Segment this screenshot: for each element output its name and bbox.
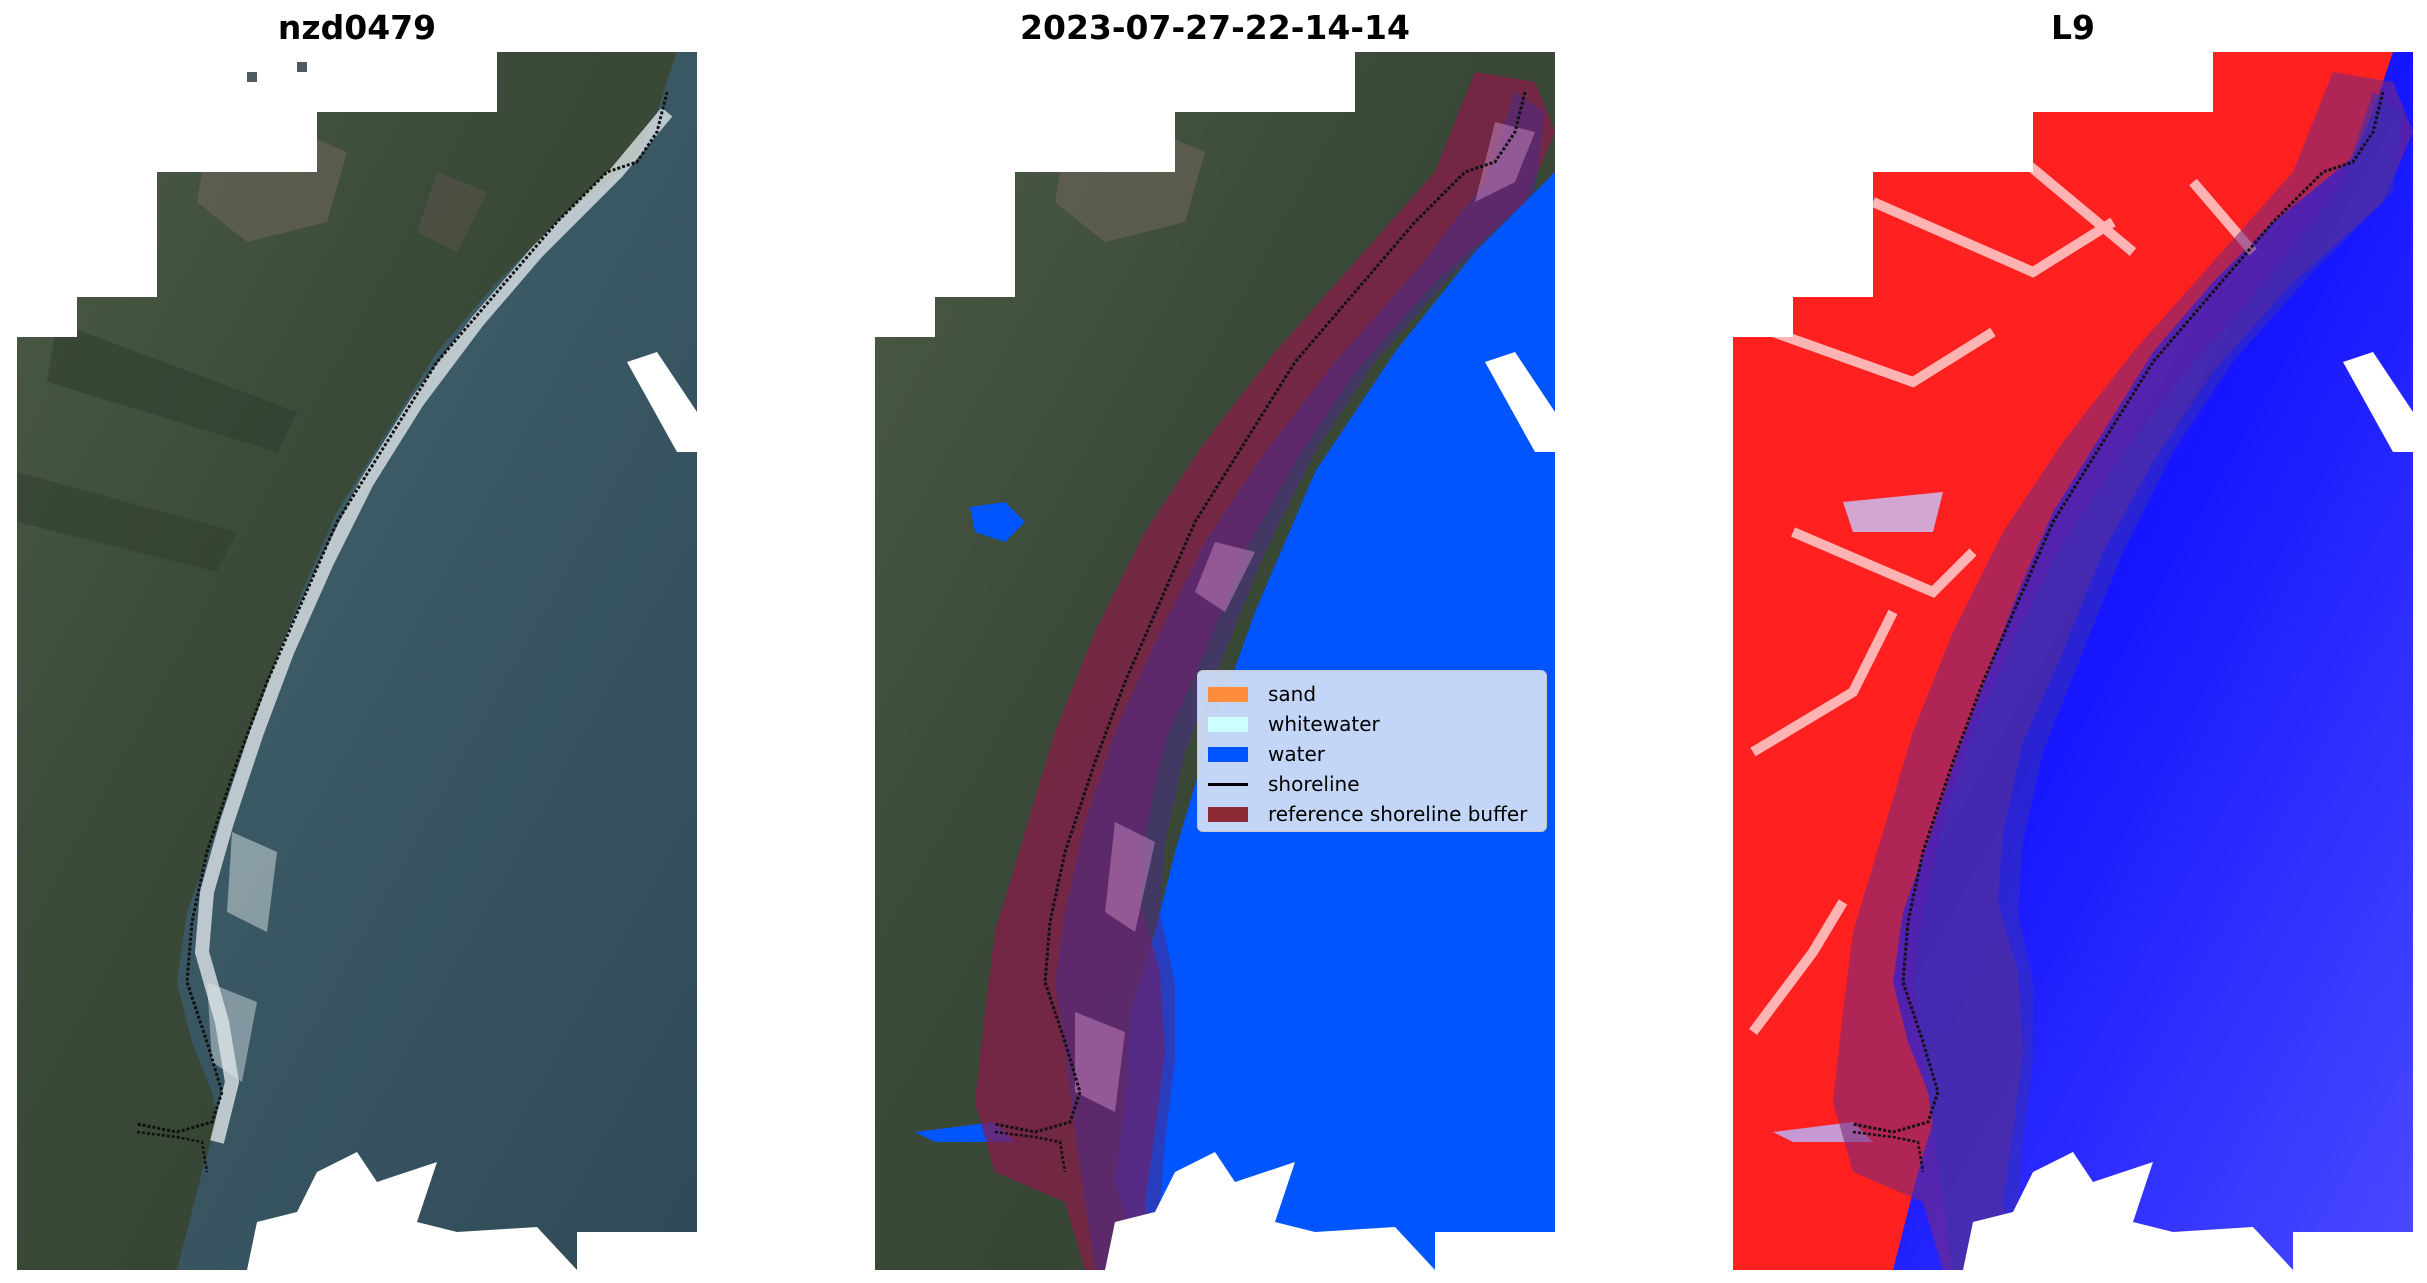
- sand-swatch: [1208, 686, 1248, 702]
- land-area: [17, 52, 677, 1270]
- legend-item-sand: sand: [1208, 679, 1536, 709]
- shoreline: [994, 91, 1527, 1134]
- whitewater-swatch: [1208, 716, 1248, 732]
- legend-label: shoreline: [1268, 772, 1360, 796]
- legend: sand whitewater water shoreline referenc…: [1197, 670, 1547, 832]
- shoreline: [136, 91, 669, 1134]
- cloud-mask-nodata: [875, 52, 1555, 1270]
- panel-title-index: L9: [2051, 8, 2095, 47]
- land-positive-index: [1733, 52, 2393, 1270]
- classification-panel: [875, 52, 1555, 1270]
- water-index-panel: [1733, 52, 2413, 1270]
- legend-item-buffer: reference shoreline buffer: [1208, 799, 1536, 829]
- legend-label: reference shoreline buffer: [1268, 802, 1528, 826]
- legend-label: water: [1268, 742, 1325, 766]
- buffer-inner: [1055, 92, 1545, 1270]
- cloud-mask-nodata: [1733, 52, 2413, 1270]
- legend-label: sand: [1268, 682, 1317, 706]
- rgb-image-panel: [17, 52, 697, 1270]
- legend-item-shoreline: shoreline: [1208, 769, 1536, 799]
- cloud-mask-nodata: [17, 52, 697, 1270]
- panel-title-rgb: nzd0479: [277, 8, 437, 47]
- legend-item-whitewater: whitewater: [1208, 709, 1536, 739]
- panel-title-classification: 2023-07-27-22-14-14: [1020, 8, 1410, 47]
- water-swatch: [1208, 746, 1248, 762]
- whitewater-foam: [194, 107, 673, 1144]
- shoreline: [1852, 91, 2385, 1134]
- shoreline-swatch: [1208, 782, 1248, 786]
- ridge-highlights: [1749, 148, 2257, 1035]
- legend-label: whitewater: [1268, 712, 1380, 736]
- buffer-swatch: [1208, 806, 1248, 822]
- legend-item-water: water: [1208, 739, 1536, 769]
